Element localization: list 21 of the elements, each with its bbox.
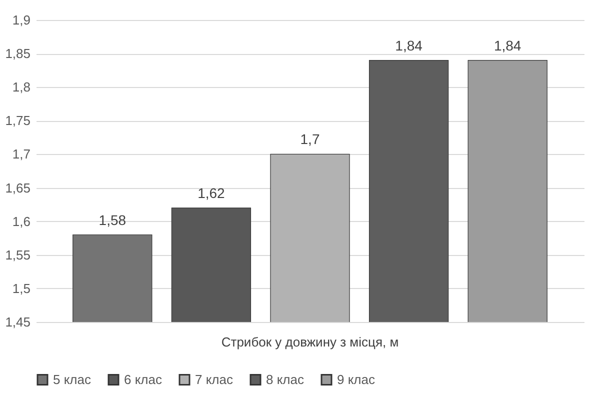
legend-label: 8 клас <box>266 372 304 387</box>
data-label: 1,58 <box>98 212 126 228</box>
y-tick-label: 1,65 <box>5 180 30 196</box>
y-tick-label: 1,45 <box>5 314 30 330</box>
data-label: 1,84 <box>494 37 522 54</box>
y-tick-label: 1,8 <box>12 80 30 95</box>
data-label: 1,84 <box>395 37 423 54</box>
legend-label: 5 клас <box>53 372 92 387</box>
legend-label: 6 клас <box>124 372 162 387</box>
y-tick-label: 1,75 <box>5 113 30 128</box>
data-label: 1,7 <box>300 131 320 148</box>
x-tick-label: Стрибок у довжину з місця, м <box>221 334 399 350</box>
legend-label: 7 клас <box>195 372 234 387</box>
y-tick-label: 1,55 <box>5 247 30 262</box>
y-tick-label: 1,5 <box>12 280 30 296</box>
y-tick-label: 1,9 <box>12 12 30 28</box>
y-tick-label: 1,7 <box>12 146 30 162</box>
y-tick-label: 1,6 <box>12 214 30 229</box>
data-label: 1,62 <box>198 184 226 201</box>
y-tick-label: 1,85 <box>5 46 30 62</box>
legend-label: 9 клас <box>337 372 376 387</box>
